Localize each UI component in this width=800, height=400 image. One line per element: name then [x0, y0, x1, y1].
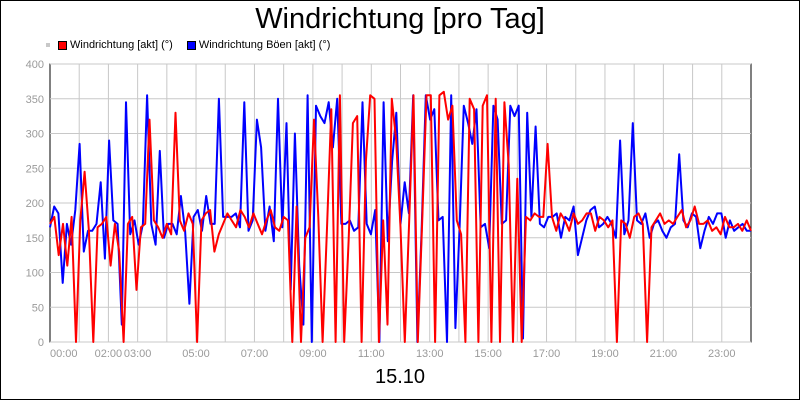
legend-swatch-gust — [186, 40, 196, 50]
y-tick-label: 350 — [26, 94, 44, 106]
series-line-actual — [49, 90, 752, 343]
legend-swatch-actual — [58, 40, 67, 50]
y-tick-label: 250 — [26, 163, 44, 175]
x-tick-label: 15:00 — [474, 348, 502, 360]
x-tick-label: 13:00 — [416, 348, 444, 360]
y-tick-label: 150 — [26, 233, 44, 245]
x-tick-label: 21:00 — [650, 348, 678, 360]
x-tick-label: 03:00 — [124, 348, 152, 360]
y-tick-label: 0 — [38, 337, 44, 349]
y-tick-label: 300 — [26, 129, 44, 141]
x-tick-label: 07:00 — [241, 348, 269, 360]
x-tick-label: 09:00 — [299, 348, 327, 360]
x-tick-label: 00:00 — [50, 348, 78, 360]
legend-handle-icon — [46, 43, 50, 47]
chart-legend: Windrichtung [akt] (°) Windrichtung Böen… — [46, 38, 344, 52]
x-tick-label: 02:00 — [95, 348, 123, 360]
legend-label-gust: Windrichtung Böen [akt] (°) — [198, 39, 331, 51]
x-tick-label: 23:00 — [708, 348, 736, 360]
legend-item-actual: Windrichtung [akt] (°) — [58, 39, 173, 51]
y-tick-label: 50 — [32, 302, 44, 314]
x-tick-label: 17:00 — [533, 348, 561, 360]
x-tick-label: 19:00 — [591, 348, 619, 360]
legend-label-actual: Windrichtung [akt] (°) — [70, 39, 173, 51]
x-tick-label: 05:00 — [182, 348, 210, 360]
y-tick-label: 200 — [26, 198, 44, 210]
x-axis-label: 15.10 — [374, 366, 426, 388]
y-tick-label: 100 — [26, 268, 44, 280]
legend-item-gust: Windrichtung Böen [akt] (°) — [186, 39, 331, 51]
chart-title: Windrichtung [pro Tag] — [255, 3, 545, 35]
x-tick-label: 11:00 — [358, 348, 385, 360]
y-tick-label: 400 — [26, 59, 44, 71]
